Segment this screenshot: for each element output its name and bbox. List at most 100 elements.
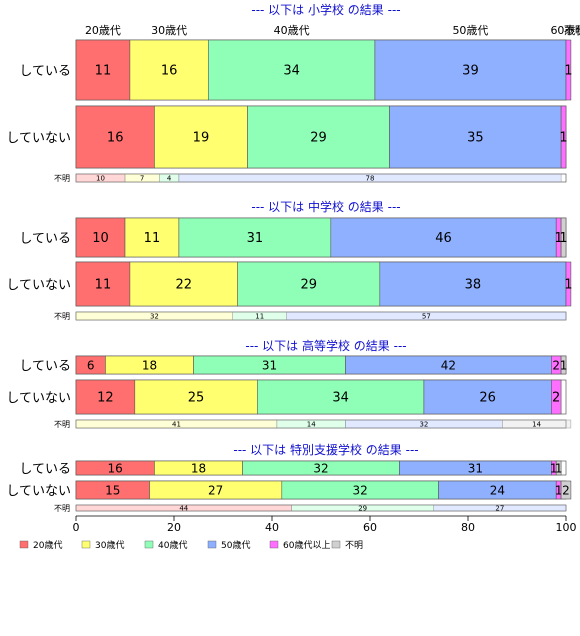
bar-value-label: 29 bbox=[300, 278, 317, 293]
top-category-label: 60歳代 bbox=[550, 24, 580, 37]
legend-swatch bbox=[144, 540, 154, 549]
bar-segment bbox=[75, 105, 155, 169]
bar-segment bbox=[154, 105, 248, 169]
top-category-label: 不明 bbox=[564, 24, 580, 37]
bar-value-label: 18 bbox=[142, 358, 157, 372]
bar-value-label: 1 bbox=[564, 278, 572, 293]
bar-value-label: 39 bbox=[462, 64, 479, 79]
bar-value-label: 34 bbox=[283, 64, 300, 79]
bar-value-label: 10 bbox=[92, 231, 109, 246]
legend-label: 不明 bbox=[345, 540, 363, 551]
bar-value-label: 11 bbox=[144, 231, 161, 246]
section-title: --- 以下は 高等学校 の結果 --- bbox=[245, 338, 406, 353]
row-label: していない bbox=[6, 391, 71, 406]
bar-value-label: 11 bbox=[95, 64, 112, 79]
top-category-label: 50歳代 bbox=[452, 24, 488, 37]
bar-value-label: 15 bbox=[105, 483, 120, 497]
bar-value-label: 24 bbox=[490, 483, 505, 497]
bar-segment bbox=[560, 355, 567, 375]
bar-value-label: 19 bbox=[193, 131, 210, 146]
bar-value-label: 78 bbox=[366, 175, 375, 183]
bar-value-label: 16 bbox=[108, 461, 123, 475]
section-title: --- 以下は 特別支援学校 の結果 --- bbox=[233, 442, 418, 457]
bar-value-label: 29 bbox=[358, 505, 367, 513]
bar-value-label: 1 bbox=[555, 483, 563, 497]
row-label: している bbox=[19, 462, 71, 477]
bar-value-label: 44 bbox=[179, 505, 188, 513]
row-label: していない bbox=[6, 484, 71, 499]
bar-segment bbox=[75, 261, 131, 307]
bar-value-label: 31 bbox=[468, 461, 483, 475]
bar-segment bbox=[256, 379, 425, 415]
bar-value-label: 7 bbox=[140, 175, 144, 183]
bar-segment bbox=[75, 217, 126, 258]
top-category-label: 20歳代 bbox=[85, 24, 121, 37]
row-label: している bbox=[19, 64, 71, 79]
bar-segment bbox=[129, 39, 209, 101]
bar-segment bbox=[286, 311, 567, 321]
row-label-small: 不明 bbox=[54, 420, 70, 429]
bar-segment bbox=[178, 173, 562, 183]
section-title: --- 以下は 小学校 の結果 --- bbox=[251, 2, 400, 17]
bar-segment bbox=[124, 217, 180, 258]
legend-label: 50歳代 bbox=[221, 539, 250, 551]
bar-value-label: 32 bbox=[353, 483, 368, 497]
bar-value-label: 22 bbox=[176, 278, 193, 293]
bar-value-label: 32 bbox=[419, 421, 428, 429]
bar-value-label: 27 bbox=[495, 505, 504, 513]
bar-value-label: 11 bbox=[255, 313, 264, 321]
bar-segment bbox=[560, 217, 567, 258]
bar-value-label: 1 bbox=[559, 231, 567, 246]
bar-segment bbox=[423, 379, 552, 415]
row-label-small: 不明 bbox=[54, 504, 70, 513]
bar-value-label: 1 bbox=[555, 231, 563, 246]
bar-value-label: 2 bbox=[552, 391, 560, 406]
section-title: --- 以下は 中学校 の結果 --- bbox=[251, 199, 400, 214]
top-category-label: 40歳代 bbox=[274, 24, 310, 37]
bar-segment bbox=[374, 39, 567, 101]
top-category-label: 30歳代 bbox=[151, 24, 187, 37]
bar-value-label: 31 bbox=[247, 231, 264, 246]
bar-segment bbox=[75, 379, 136, 415]
bar-value-label: 31 bbox=[262, 358, 277, 372]
bar-value-label: 2 bbox=[552, 358, 560, 372]
row-label-small: 不明 bbox=[54, 174, 70, 183]
bar-segment bbox=[134, 379, 258, 415]
bar-value-label: 42 bbox=[441, 358, 456, 372]
bar-value-label: 18 bbox=[191, 461, 206, 475]
bar-segment bbox=[178, 217, 332, 258]
legend-swatch bbox=[81, 540, 91, 549]
x-tick-label: 40 bbox=[265, 521, 279, 534]
bar-value-label: 57 bbox=[422, 313, 431, 321]
bar-value-label: 4 bbox=[167, 175, 172, 183]
bar-segment bbox=[550, 379, 562, 415]
bar-value-label: 16 bbox=[161, 64, 178, 79]
bar-value-label: 16 bbox=[107, 131, 124, 146]
bar-value-label: 2 bbox=[562, 483, 570, 497]
bar-segment bbox=[502, 419, 572, 429]
bar-segment bbox=[379, 261, 567, 307]
bar-value-label: 14 bbox=[532, 421, 541, 429]
row-label-small: 不明 bbox=[54, 312, 70, 321]
row-label: していない bbox=[6, 278, 71, 293]
bar-value-label: 1 bbox=[550, 461, 558, 475]
legend-swatch bbox=[331, 540, 341, 549]
bar-value-label: 32 bbox=[150, 313, 159, 321]
bar-segment bbox=[565, 261, 572, 307]
bar-value-label: 41 bbox=[172, 421, 181, 429]
row-label: している bbox=[19, 232, 71, 247]
bar-value-label: 27 bbox=[208, 483, 223, 497]
x-tick-label: 100 bbox=[556, 521, 577, 534]
bar-segment bbox=[75, 39, 131, 101]
bar-segment bbox=[555, 460, 562, 476]
bar-segment bbox=[237, 261, 381, 307]
legend-swatch bbox=[19, 540, 29, 549]
legend-label: 60歳代以上 bbox=[283, 539, 330, 551]
bar-value-label: 10 bbox=[96, 175, 105, 183]
legend-swatch bbox=[269, 540, 279, 549]
legend-label: 20歳代 bbox=[33, 539, 62, 551]
legend-swatch bbox=[207, 540, 217, 549]
bar-value-label: 11 bbox=[95, 278, 112, 293]
bar-segment bbox=[389, 105, 562, 169]
bar-segment bbox=[560, 105, 567, 169]
